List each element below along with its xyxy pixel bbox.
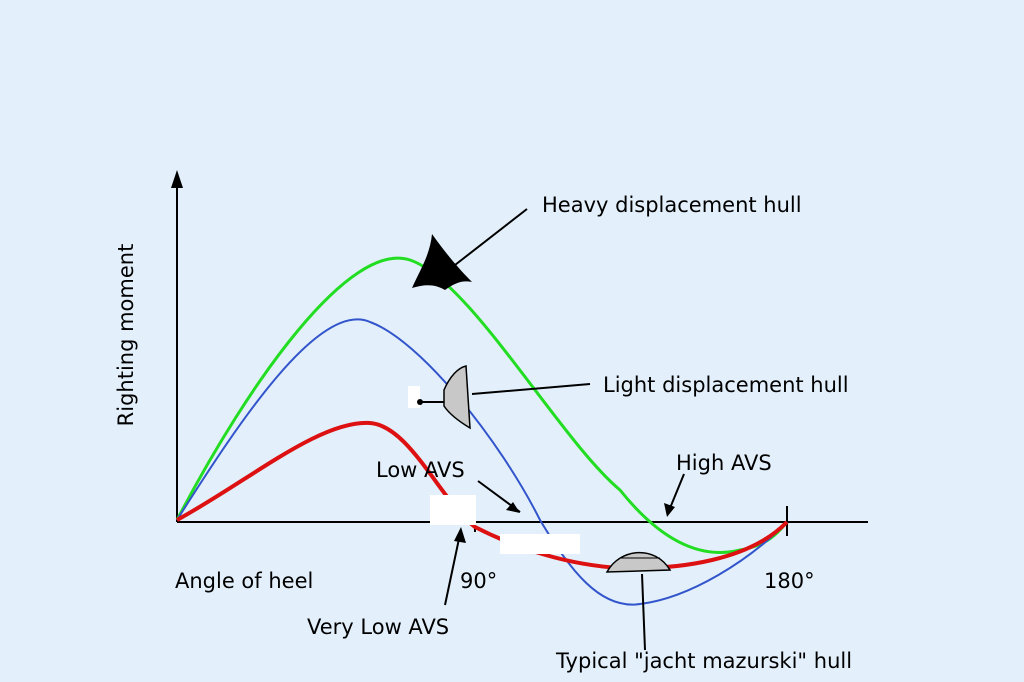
mazurski-hull-pointer [642, 574, 645, 650]
mazurski-hull-label: Typical "jacht mazurski" hull [555, 649, 852, 673]
high-avs-label: High AVS [676, 451, 772, 475]
mazurski-hull-curve [177, 423, 787, 568]
very-low-avs-arrowhead [454, 527, 466, 543]
low-avs-label: Low AVS [376, 458, 465, 482]
tick-90-label: 90° [460, 569, 497, 593]
tick-180-label: 180° [764, 569, 815, 593]
light-hull-label: Light displacement hull [603, 373, 849, 397]
heavy-displacement-curve [177, 258, 787, 552]
heavy-hull-section-icon [412, 234, 472, 290]
stability-curves-diagram: Righting moment Angle of heel 90° 180° H… [0, 0, 1024, 682]
mazurski-hull-section-icon [607, 553, 670, 572]
heavy-hull-label: Heavy displacement hull [542, 193, 802, 217]
heavy-hull-pointer [455, 209, 527, 265]
high-avs-arrowhead [664, 503, 675, 517]
very-low-avs-label: Very Low AVS [307, 615, 449, 639]
y-axis-arrowhead [171, 170, 183, 188]
x-axis-label: Angle of heel [175, 569, 313, 593]
y-axis-label: Righting moment [114, 244, 138, 427]
very-low-avs-pointer [445, 534, 460, 605]
